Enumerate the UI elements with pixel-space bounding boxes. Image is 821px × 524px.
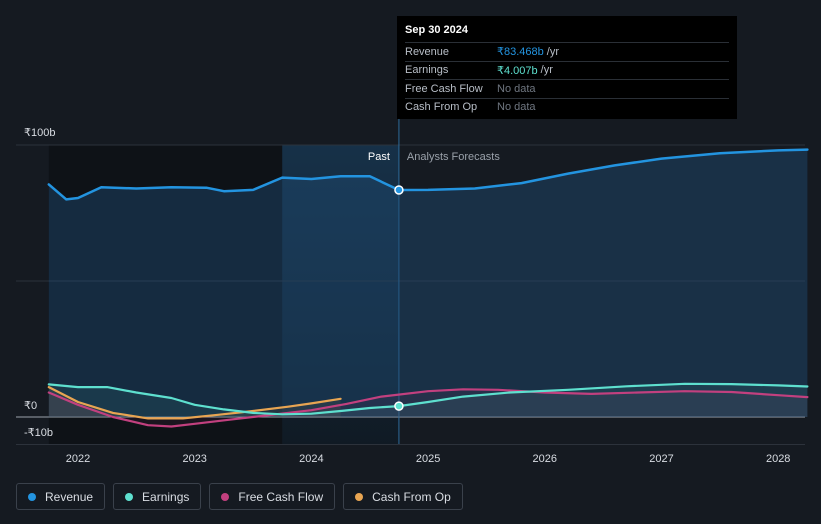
revenue-area — [48, 149, 808, 417]
marker-revenue — [394, 185, 404, 195]
tooltip-row-revenue: Revenue ₹83.468b /yr — [405, 42, 729, 61]
past-label: Past — [368, 151, 390, 163]
tooltip-value: ₹4.007b — [497, 64, 538, 77]
chart-canvas: ₹100b ₹0 -₹10b 2022 2023 2024 2025 2026 2027 2028… — [16, 16, 809, 465]
tooltip-row-cash-from-op: Cash From Op No data — [405, 97, 729, 117]
legend-dot-icon — [221, 492, 230, 501]
x-tick-label: 2022 — [66, 453, 90, 465]
highlight-band — [282, 145, 399, 444]
marker-earnings — [394, 401, 404, 411]
legend-item-free-cash-flow[interactable]: Free Cash Flow — [209, 483, 336, 510]
x-tick-label: 2023 — [182, 453, 206, 465]
series-area-2 — [48, 389, 808, 427]
tooltip-unit: /yr — [540, 64, 553, 77]
x-tick-label: 2028 — [766, 453, 790, 465]
x-tick-label: 2024 — [299, 453, 323, 465]
series-line-earnings — [47, 382, 809, 416]
tooltip-label: Free Cash Flow — [405, 82, 483, 95]
forecast-label: Analysts Forecasts — [407, 151, 500, 163]
tooltip-label: Earnings — [405, 64, 449, 77]
y-tick-label: ₹0 — [24, 400, 37, 412]
series-line-free-cash-flow — [47, 388, 809, 428]
tooltip-label: Cash From Op — [405, 101, 478, 114]
legend-dot-icon — [125, 492, 134, 501]
y-tick-label: ₹100b — [24, 127, 55, 139]
tooltip-value: ₹83.468b — [497, 46, 544, 59]
legend-dot-icon — [28, 492, 36, 501]
tooltip-value: No data — [497, 82, 536, 95]
legend-item-cash-from-op[interactable]: Cash From Op — [343, 483, 463, 510]
legend-label: Revenue — [45, 489, 94, 504]
tooltip-row-earnings: Earnings ₹4.007b /yr — [405, 60, 729, 80]
x-tick-label: 2027 — [649, 453, 673, 465]
series-area-3 — [48, 387, 341, 419]
tooltip-row-free-cash-flow: Free Cash Flow No data — [405, 79, 729, 98]
tooltip-value: No data — [497, 101, 536, 114]
legend-label: Cash From Op — [372, 489, 451, 504]
legend-item-earnings[interactable]: Earnings — [113, 483, 202, 510]
y-tick-label: -₹10b — [24, 427, 53, 439]
chart-legend: Revenue Earnings Free Cash Flow Cash Fro… — [16, 483, 463, 510]
tooltip-unit: /yr — [546, 45, 559, 58]
x-tick-label: 2026 — [533, 453, 557, 465]
series-line-cash-from-op — [47, 386, 342, 420]
series-line-revenue — [47, 148, 809, 201]
legend-label: Earnings — [142, 489, 190, 504]
chart-tooltip: Sep 30 2024 Revenue ₹83.468b /yr Earning… — [397, 16, 737, 119]
x-tick-label: 2025 — [416, 453, 440, 465]
legend-item-revenue[interactable]: Revenue — [16, 483, 106, 510]
legend-label: Free Cash Flow — [238, 489, 324, 504]
tooltip-date: Sep 30 2024 — [405, 24, 468, 36]
legend-dot-icon — [355, 492, 364, 501]
tooltip-label: Revenue — [405, 45, 450, 58]
